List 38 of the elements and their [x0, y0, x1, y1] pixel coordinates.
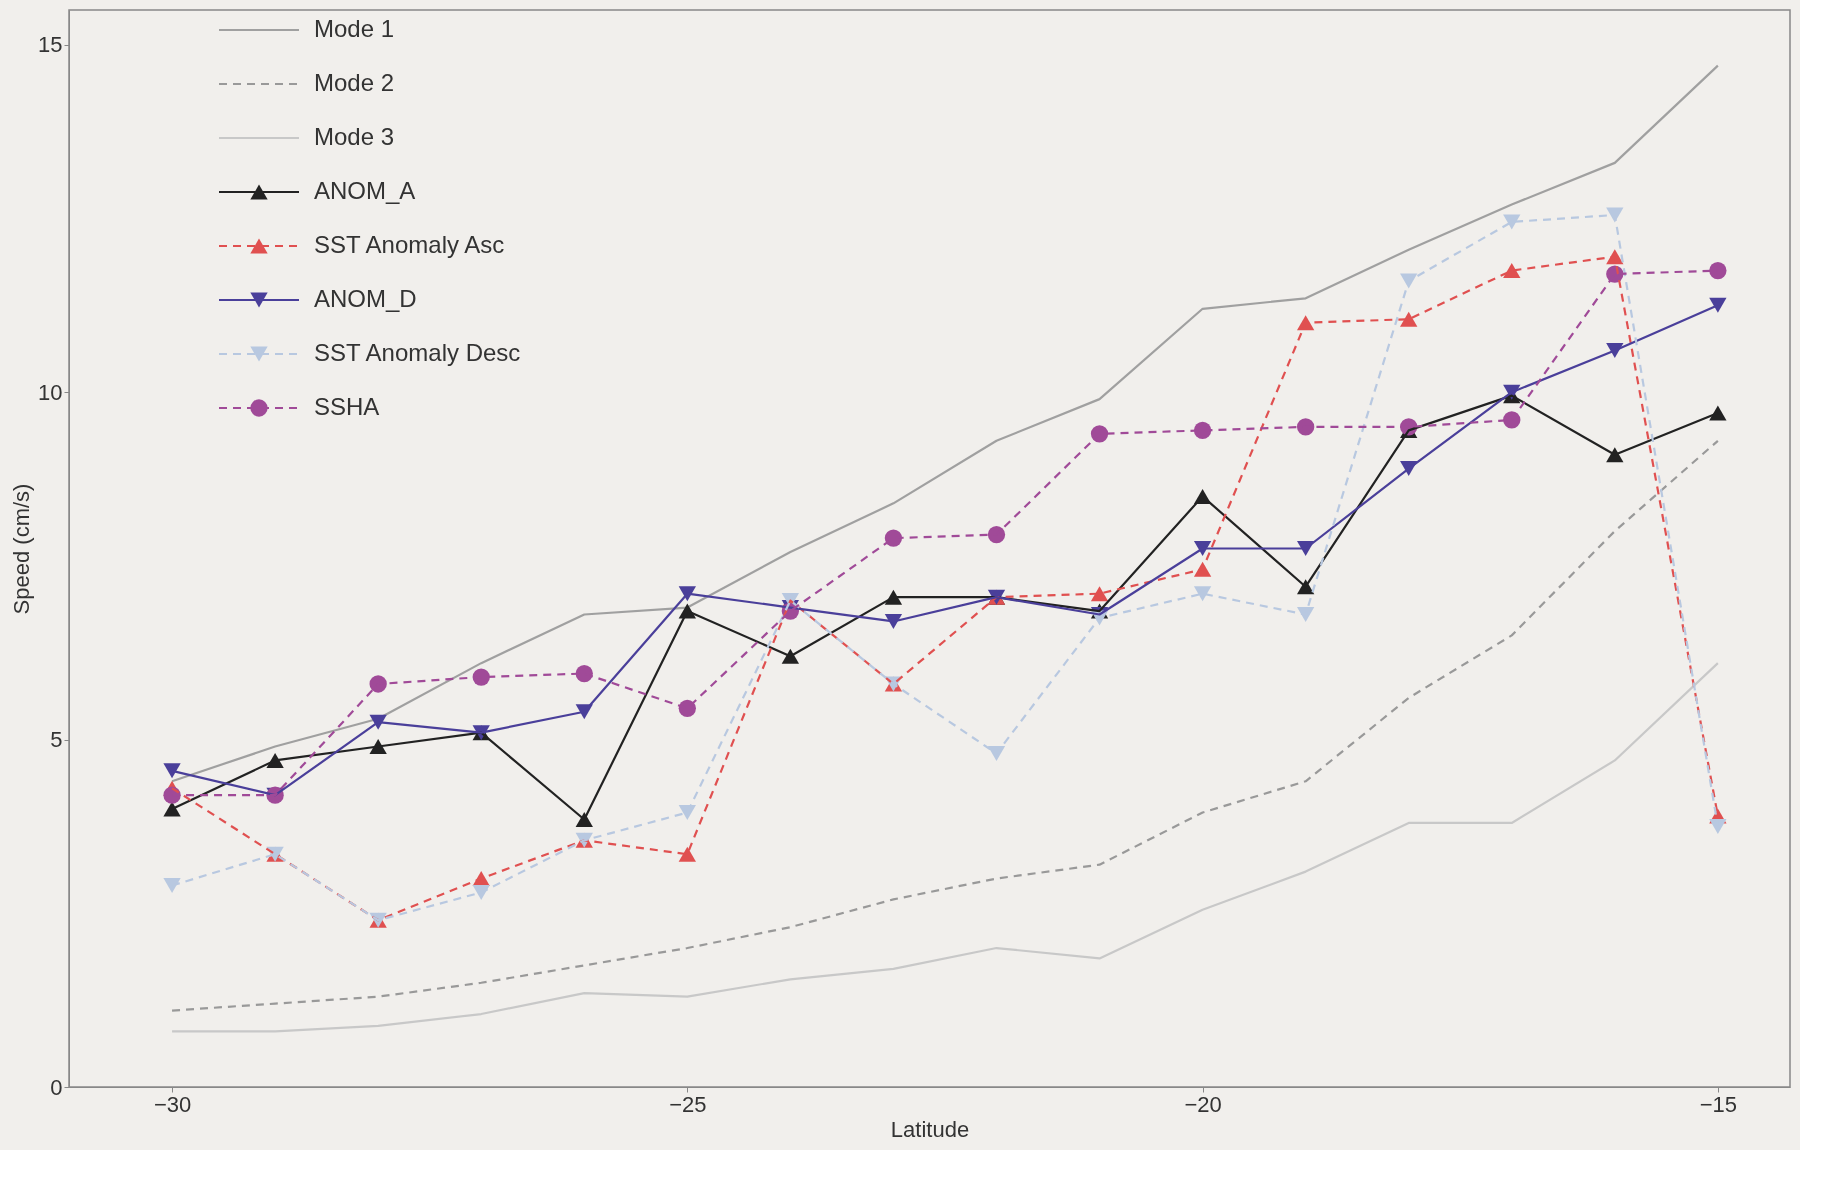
y-axis-title: Speed (cm/s)	[9, 483, 35, 615]
point	[678, 846, 696, 862]
y-tick-label: 15	[38, 32, 63, 58]
x-tick-label: −30	[153, 1091, 192, 1117]
point	[1709, 261, 1727, 280]
line-series	[170, 439, 1719, 1012]
point	[163, 801, 181, 817]
legend-label: SST Anomaly Desc	[314, 339, 521, 366]
point	[163, 763, 181, 779]
point	[1400, 311, 1418, 327]
y-tick-label: 5	[50, 727, 63, 753]
legend-label: ANOM_A	[314, 177, 416, 204]
legend-label: ANOM_D	[314, 285, 417, 312]
y-tick-label: 10	[38, 379, 63, 405]
legend-label: Mode 1	[314, 15, 395, 42]
point	[1090, 586, 1109, 602]
point	[987, 525, 1006, 544]
legend-label: SST Anomaly Asc	[314, 231, 505, 258]
y-tick-label: 0	[50, 1074, 63, 1100]
point	[678, 586, 696, 602]
point	[1709, 405, 1727, 421]
point	[1606, 207, 1624, 223]
point	[1503, 263, 1521, 279]
x-tick-label: −15	[1699, 1091, 1738, 1117]
point	[369, 675, 387, 693]
x-tick-label: −25	[669, 1091, 707, 1117]
point	[1503, 214, 1521, 230]
x-axis-title: Latitude	[890, 1116, 970, 1142]
legend-label: Mode 3	[314, 123, 395, 150]
point	[1296, 418, 1315, 436]
x-tick-label: −20	[1184, 1091, 1222, 1117]
point	[1709, 297, 1727, 313]
legend-label: Mode 2	[314, 69, 395, 96]
point	[1193, 586, 1212, 602]
point	[781, 648, 800, 664]
legend-label: SSHA	[314, 393, 380, 420]
point	[1400, 273, 1418, 289]
line-series	[170, 662, 1719, 1033]
